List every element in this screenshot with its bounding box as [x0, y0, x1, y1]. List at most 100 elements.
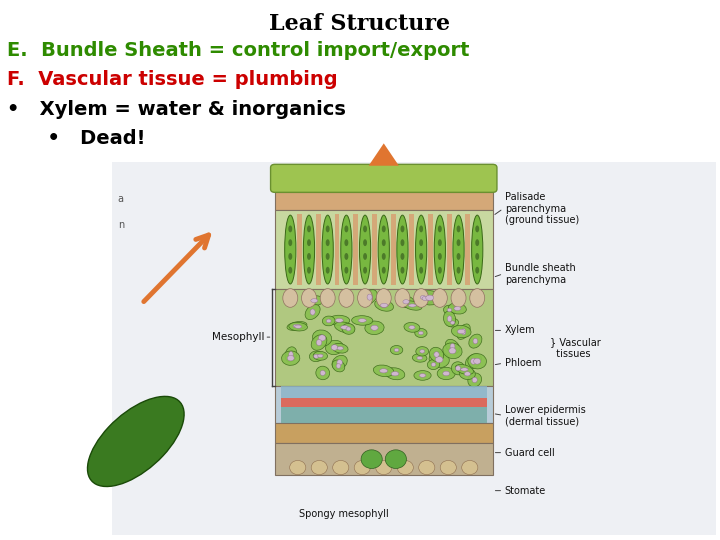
Ellipse shape: [428, 360, 440, 369]
Ellipse shape: [288, 267, 292, 274]
Ellipse shape: [416, 293, 435, 304]
Ellipse shape: [438, 226, 442, 232]
Ellipse shape: [362, 289, 377, 305]
Bar: [275, 192, 492, 211]
Ellipse shape: [456, 239, 461, 246]
Ellipse shape: [454, 307, 461, 310]
Ellipse shape: [390, 346, 402, 354]
Ellipse shape: [468, 354, 487, 369]
Ellipse shape: [443, 371, 449, 376]
Ellipse shape: [378, 215, 390, 284]
Bar: [112, 162, 716, 535]
Ellipse shape: [287, 355, 294, 361]
Ellipse shape: [382, 267, 386, 274]
Text: Mesophyll: Mesophyll: [212, 332, 264, 342]
Ellipse shape: [307, 239, 311, 246]
Ellipse shape: [459, 368, 475, 380]
Ellipse shape: [456, 366, 461, 371]
Ellipse shape: [288, 239, 292, 246]
Text: } Vascular
  tissues: } Vascular tissues: [550, 337, 600, 359]
Ellipse shape: [339, 289, 354, 307]
Ellipse shape: [400, 239, 405, 246]
Ellipse shape: [354, 461, 370, 475]
Ellipse shape: [456, 253, 461, 260]
Ellipse shape: [403, 300, 409, 304]
Ellipse shape: [450, 343, 455, 349]
Ellipse shape: [310, 351, 323, 362]
Ellipse shape: [419, 461, 435, 475]
Ellipse shape: [367, 294, 372, 300]
Ellipse shape: [288, 226, 292, 232]
Ellipse shape: [446, 318, 459, 327]
Ellipse shape: [382, 239, 386, 246]
Ellipse shape: [414, 289, 428, 307]
Ellipse shape: [419, 267, 423, 274]
Ellipse shape: [385, 368, 405, 380]
Ellipse shape: [456, 226, 461, 232]
Ellipse shape: [457, 329, 465, 334]
Text: Guard cell: Guard cell: [505, 448, 554, 457]
Bar: [275, 386, 492, 423]
Ellipse shape: [318, 335, 325, 341]
Ellipse shape: [302, 289, 317, 307]
Ellipse shape: [371, 325, 378, 330]
Ellipse shape: [415, 215, 427, 284]
Ellipse shape: [374, 365, 394, 376]
Text: Xylem: Xylem: [505, 326, 536, 335]
Ellipse shape: [429, 352, 449, 368]
Bar: [447, 214, 451, 285]
Ellipse shape: [465, 354, 482, 369]
Text: Phloem: Phloem: [505, 358, 541, 368]
Ellipse shape: [419, 253, 423, 260]
Ellipse shape: [391, 372, 399, 376]
Bar: [281, 398, 487, 407]
Ellipse shape: [336, 319, 343, 322]
Bar: [275, 211, 492, 289]
Text: Bundle sheath
parenchyma: Bundle sheath parenchyma: [505, 263, 575, 285]
Text: a: a: [117, 194, 124, 204]
Bar: [275, 423, 492, 443]
Ellipse shape: [325, 340, 343, 355]
Ellipse shape: [434, 215, 446, 284]
Ellipse shape: [394, 348, 399, 352]
Ellipse shape: [444, 311, 456, 327]
Ellipse shape: [419, 374, 426, 377]
Ellipse shape: [449, 348, 456, 354]
Ellipse shape: [472, 215, 483, 284]
Ellipse shape: [333, 461, 348, 475]
Ellipse shape: [426, 295, 433, 301]
Ellipse shape: [438, 267, 442, 274]
Ellipse shape: [311, 461, 328, 475]
Bar: [275, 443, 492, 475]
Ellipse shape: [437, 367, 455, 380]
Ellipse shape: [409, 326, 415, 329]
Ellipse shape: [336, 363, 341, 368]
Ellipse shape: [358, 289, 372, 307]
Ellipse shape: [285, 347, 297, 362]
Text: E.  Bundle Sheath = control import/export: E. Bundle Sheath = control import/export: [7, 40, 469, 59]
Ellipse shape: [451, 326, 471, 338]
Ellipse shape: [318, 354, 323, 357]
Ellipse shape: [363, 253, 367, 260]
Ellipse shape: [320, 289, 335, 307]
Ellipse shape: [402, 301, 422, 310]
Ellipse shape: [363, 226, 367, 232]
Ellipse shape: [307, 253, 311, 260]
Ellipse shape: [382, 253, 386, 260]
Bar: [335, 214, 339, 285]
Ellipse shape: [447, 316, 452, 322]
Ellipse shape: [438, 239, 442, 246]
Text: F.  Vascular tissue = plumbing: F. Vascular tissue = plumbing: [7, 70, 338, 89]
Ellipse shape: [289, 322, 307, 331]
Ellipse shape: [475, 253, 480, 260]
Text: Palisade
parenchyma
(ground tissue): Palisade parenchyma (ground tissue): [505, 192, 579, 225]
Ellipse shape: [416, 292, 430, 302]
Ellipse shape: [335, 322, 355, 333]
Ellipse shape: [408, 304, 416, 307]
Bar: [275, 289, 492, 386]
Ellipse shape: [473, 339, 477, 344]
Bar: [372, 214, 377, 285]
FancyBboxPatch shape: [271, 164, 497, 192]
Bar: [465, 214, 470, 285]
Ellipse shape: [88, 396, 184, 487]
